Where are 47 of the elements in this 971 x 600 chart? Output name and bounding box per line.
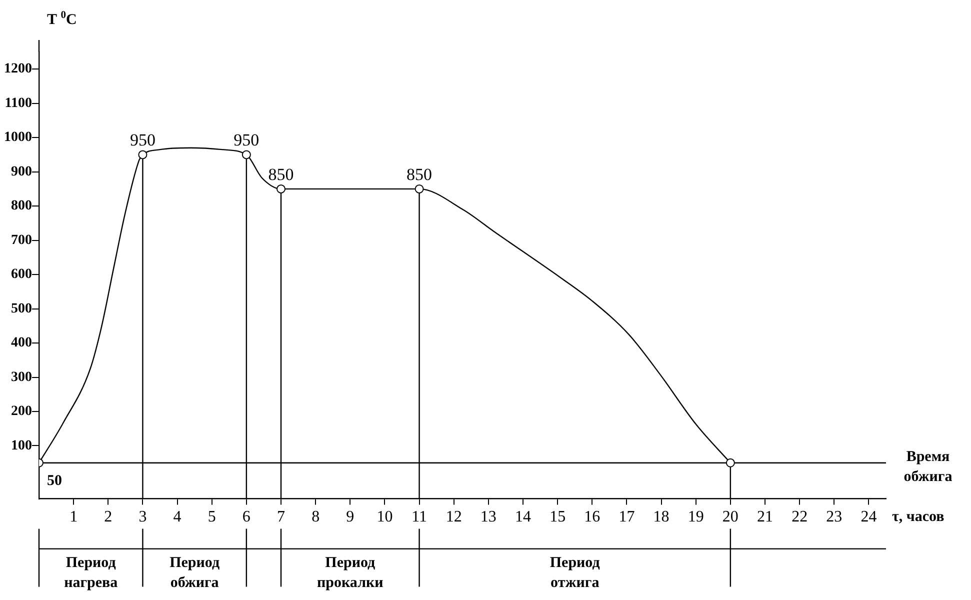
y-tick-label: 1000 [4, 130, 32, 146]
data-label: 950 [130, 130, 156, 150]
data-label: 850 [406, 164, 432, 184]
x-tick-label: 2 [104, 508, 112, 526]
x-tick-label: 20 [722, 508, 738, 526]
data-label: 950 [234, 130, 260, 150]
x-tick-label: 19 [688, 508, 704, 526]
data-label: 850 [268, 164, 294, 184]
x-tick-label: 23 [826, 508, 842, 526]
x-tick-label: 14 [515, 508, 531, 526]
y-tick-label: 100 [11, 438, 32, 454]
text: Период отжига [550, 554, 600, 591]
x-tick-label: 17 [618, 508, 635, 526]
x-tick-label: 7 [277, 508, 285, 526]
x-tick-label: 18 [653, 508, 670, 526]
text: Период прокалки [317, 554, 384, 591]
text: Период нагрева [64, 554, 118, 591]
text: Время обжига [904, 448, 953, 485]
x-tick-label: 13 [480, 508, 496, 526]
y-tick-label: 800 [11, 198, 32, 214]
x-tick-label: 1 [70, 508, 78, 526]
x-tick-label: 4 [173, 508, 182, 526]
x-tick-label: 8 [312, 508, 320, 526]
y-tick-label: 200 [11, 404, 32, 420]
x-tick-label: 22 [792, 508, 808, 526]
x-tick-label: 15 [550, 508, 566, 526]
x-tick-label: 3 [138, 508, 147, 526]
text: Период обжига [170, 554, 220, 591]
y-tick-label: 1200 [4, 62, 32, 77]
x-tick-label: 6 [242, 508, 250, 526]
x-tick-label: 16 [584, 508, 600, 526]
y-tick-label: 600 [11, 267, 32, 282]
x-tick-label: 5 [208, 508, 216, 526]
y-tick-label: 1100 [4, 96, 32, 111]
y-tick-label: 500 [11, 301, 32, 316]
x-tick-label: 10 [376, 508, 393, 526]
x-tick-label: 21 [757, 508, 773, 526]
y-tick-label: 700 [11, 232, 32, 248]
y-tick-label: 400 [11, 336, 32, 351]
x-tick-label: 9 [346, 508, 354, 526]
data-label: 50 [47, 472, 62, 489]
x-tick-label: 24 [860, 508, 877, 526]
x-tick-label: 11 [412, 508, 427, 526]
y-tick-label: 900 [11, 164, 32, 180]
x-tick-label: 12 [446, 508, 462, 526]
x-axis-title: τ, часов [892, 508, 944, 525]
y-tick-label: 300 [11, 370, 32, 385]
